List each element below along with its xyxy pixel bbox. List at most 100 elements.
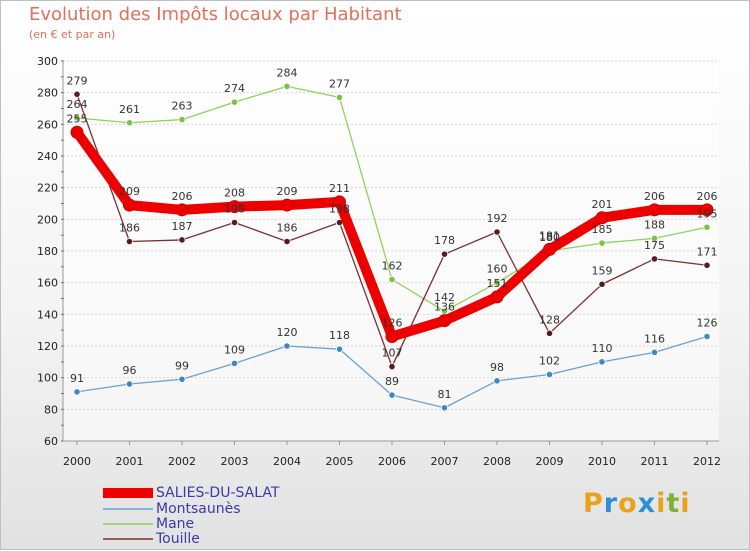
- data-point: [283, 82, 291, 90]
- data-label: 198: [329, 203, 350, 216]
- logo-letter: i: [680, 488, 691, 519]
- data-point: [385, 330, 399, 343]
- x-tick-label: 2007: [431, 455, 459, 468]
- y-tick-label: 280: [37, 87, 58, 100]
- data-label: 171: [697, 245, 718, 258]
- data-label: 151: [487, 277, 508, 290]
- y-tick-label: 300: [37, 55, 58, 68]
- data-label: 120: [277, 326, 298, 339]
- data-point: [650, 348, 659, 356]
- x-tick-label: 2005: [326, 455, 354, 468]
- chart-subtitle: (en € et par an): [29, 28, 116, 41]
- data-point: [178, 115, 186, 124]
- data-label: 175: [644, 239, 665, 252]
- data-label: 116: [644, 332, 665, 345]
- data-point: [388, 362, 396, 371]
- x-tick-label: 2006: [378, 455, 406, 468]
- y-tick-label: 120: [37, 340, 58, 353]
- data-label: 263: [172, 100, 193, 113]
- data-point: [178, 236, 186, 244]
- legend-label-mane: Mane: [156, 516, 195, 532]
- data-label: 107: [382, 347, 403, 360]
- data-point: [438, 314, 451, 328]
- data-point: [543, 242, 556, 256]
- data-label: 98: [490, 361, 504, 374]
- data-point: [650, 255, 659, 263]
- data-point: [70, 125, 84, 139]
- chart-title: Evolution des Impôts locaux par Habitant: [29, 4, 402, 25]
- data-label: 188: [644, 218, 665, 231]
- data-point: [598, 239, 606, 247]
- data-label: 110: [592, 342, 613, 355]
- data-point: [545, 329, 554, 337]
- y-tick-label: 220: [37, 182, 58, 195]
- data-label: 211: [329, 182, 350, 195]
- data-label: 136: [434, 301, 455, 314]
- y-tick-label: 80: [44, 403, 58, 416]
- data-label: 208: [224, 187, 245, 200]
- data-point: [283, 342, 291, 350]
- data-point: [703, 261, 711, 269]
- data-point: [123, 198, 136, 212]
- data-point: [703, 223, 711, 231]
- data-point: [280, 198, 294, 212]
- data-label: 209: [119, 185, 140, 198]
- data-point: [545, 370, 554, 379]
- data-point: [230, 98, 239, 106]
- data-point: [493, 377, 501, 385]
- data-point: [648, 203, 661, 217]
- data-label: 206: [172, 190, 193, 203]
- data-point: [178, 375, 186, 383]
- data-point: [598, 358, 606, 366]
- data-point: [598, 280, 606, 288]
- y-tick-label: 200: [37, 213, 58, 226]
- data-label: 192: [487, 212, 508, 225]
- y-tick-label: 160: [37, 277, 58, 290]
- data-label: 89: [385, 375, 399, 388]
- x-tick-label: 2009: [536, 455, 564, 468]
- logo-letter: P: [583, 488, 604, 519]
- data-label: 185: [592, 223, 613, 236]
- data-label: 109: [224, 343, 245, 356]
- y-tick-label: 140: [37, 308, 58, 321]
- data-label: 102: [539, 355, 560, 368]
- y-tick-label: 100: [37, 372, 58, 385]
- data-label: 162: [382, 260, 403, 273]
- data-point: [73, 90, 81, 98]
- data-label: 264: [67, 98, 88, 111]
- data-point: [175, 203, 189, 217]
- x-tick-label: 2011: [641, 455, 669, 468]
- proxiti-logo: Proxiti: [583, 488, 691, 519]
- data-point: [595, 211, 609, 225]
- data-label: 284: [277, 66, 298, 79]
- x-tick-label: 2000: [63, 455, 91, 468]
- data-label: 96: [123, 364, 137, 377]
- x-tick-label: 2001: [116, 455, 144, 468]
- data-point: [493, 228, 501, 236]
- data-label: 118: [329, 329, 350, 342]
- data-label: 128: [539, 313, 560, 326]
- data-label: 274: [224, 82, 245, 95]
- x-tick-label: 2002: [168, 455, 196, 468]
- data-label: 160: [487, 263, 508, 276]
- data-point: [228, 200, 241, 214]
- data-point: [388, 275, 396, 284]
- logo-letter: i: [656, 488, 667, 519]
- data-point: [333, 195, 346, 209]
- data-point: [440, 404, 449, 412]
- data-point: [440, 250, 449, 258]
- data-point: [125, 237, 134, 246]
- y-tick-label: 260: [37, 118, 58, 131]
- data-label: 186: [277, 222, 298, 235]
- data-point: [493, 279, 501, 287]
- logo-letter: r: [603, 488, 619, 519]
- data-point: [490, 290, 504, 304]
- data-point: [230, 359, 239, 368]
- data-label: 99: [175, 359, 189, 372]
- data-label: 201: [592, 198, 613, 211]
- x-tick-label: 2012: [693, 455, 721, 468]
- data-point: [700, 203, 714, 217]
- legend-label-salies: SALIES-DU-SALAT: [156, 485, 280, 501]
